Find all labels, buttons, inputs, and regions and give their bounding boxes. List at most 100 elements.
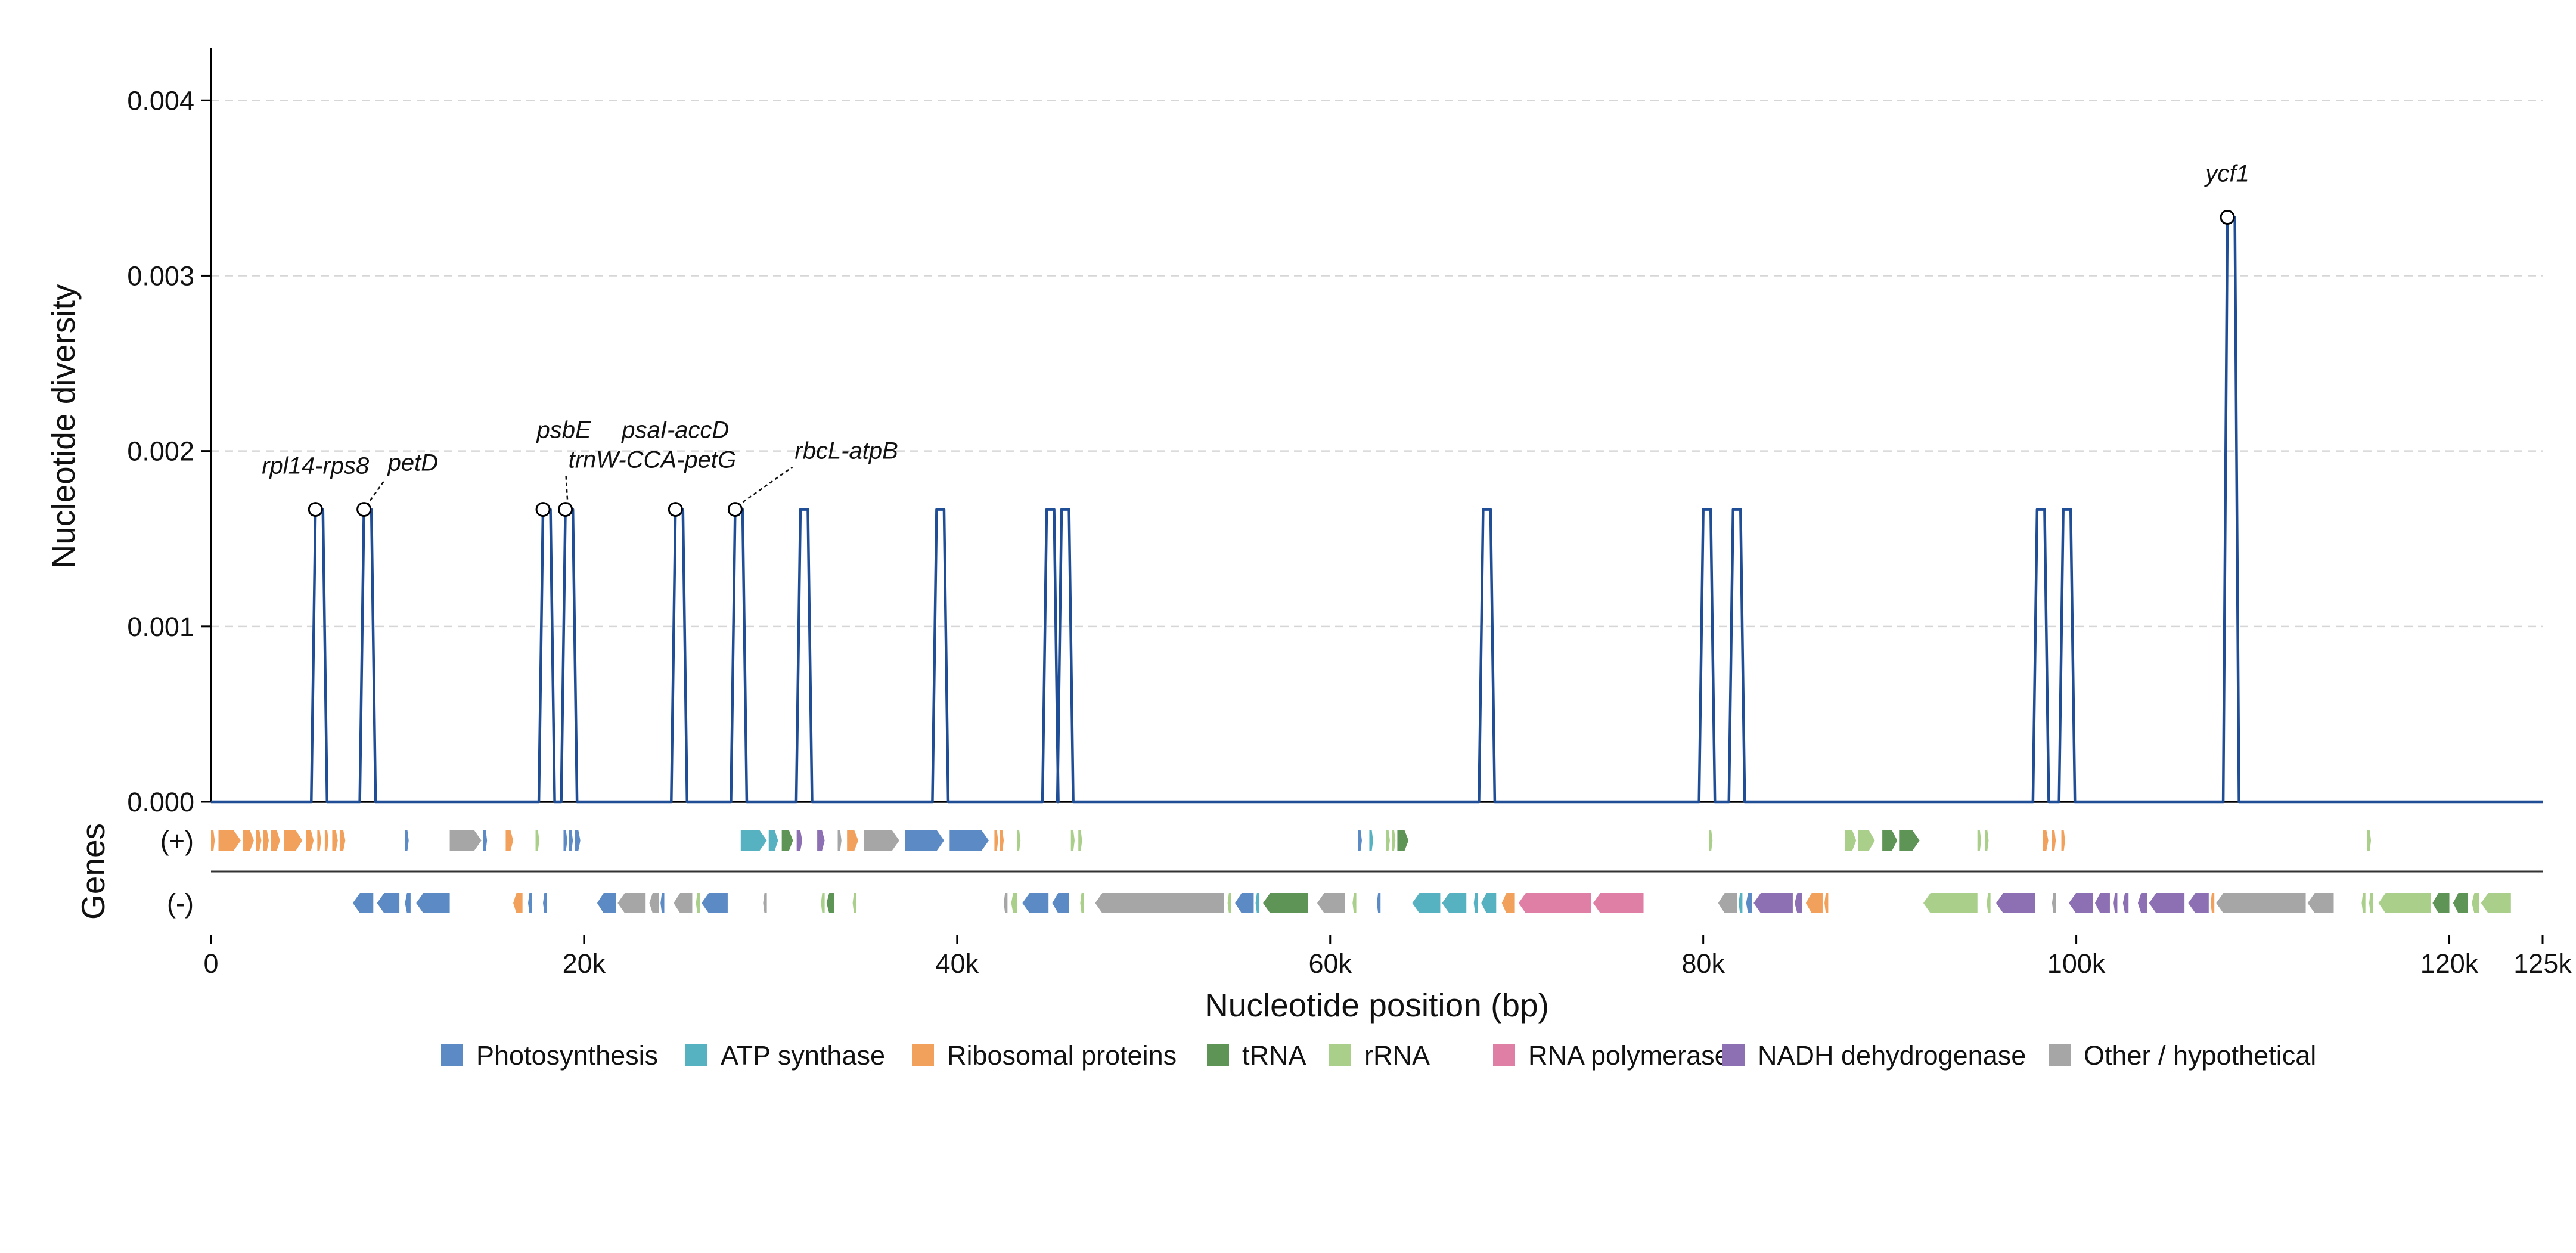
gene-minus — [1095, 893, 1224, 913]
gene-plus — [847, 830, 858, 851]
x-tick-label: 20k — [563, 948, 606, 979]
legend-swatch — [912, 1044, 934, 1066]
gene-plus — [1358, 830, 1362, 851]
peak-label: ycf1 — [2203, 160, 2249, 187]
gene-minus — [513, 893, 523, 913]
peak-marker — [356, 502, 372, 517]
legend-label: rRNA — [1364, 1040, 1430, 1071]
peak-marker — [558, 502, 573, 517]
gene-minus — [1473, 893, 1478, 913]
gene-minus — [1805, 893, 1823, 913]
gene-plus — [483, 830, 488, 851]
gene-plus — [740, 830, 767, 851]
peak-label: petD — [387, 450, 439, 476]
legend-swatch — [1329, 1044, 1351, 1066]
x-tick-label: 125k — [2513, 948, 2572, 979]
gene-plus — [575, 830, 581, 851]
legend-label: Other / hypothetical — [2084, 1040, 2316, 1071]
gene-plus — [306, 830, 314, 851]
peak-label: rbcL-atpB — [794, 438, 898, 464]
gene-minus — [377, 893, 400, 913]
gene-minus — [2307, 893, 2334, 913]
gene-minus — [852, 893, 856, 913]
gene-minus — [1022, 893, 1049, 913]
gene-minus — [1004, 893, 1008, 913]
gene-minus — [1746, 893, 1752, 913]
gene-minus — [1518, 893, 1591, 913]
gene-minus — [1753, 893, 1793, 913]
x-axis-title: Nucleotide position (bp) — [1205, 987, 1549, 1024]
gene-minus — [696, 893, 700, 913]
gene-plus — [1858, 830, 1875, 851]
gene-track-title: Genes — [75, 823, 111, 920]
legend-label: RNA polymerase — [1528, 1040, 1730, 1071]
x-tick-label: 120k — [2420, 948, 2479, 979]
gene-minus — [2188, 893, 2209, 913]
legend-swatch — [1207, 1044, 1229, 1066]
gene-minus — [528, 893, 532, 913]
gene-minus — [1795, 893, 1802, 913]
legend-swatch — [2049, 1044, 2071, 1066]
y-tick-label: 0.000 — [127, 787, 194, 817]
gene-minus — [1481, 893, 1497, 913]
y-axis-title: Nucleotide diversity — [45, 284, 82, 568]
gene-plus — [317, 830, 321, 851]
gene-plus — [569, 830, 573, 851]
gene-plus — [211, 830, 215, 851]
legend-label: Ribosomal proteins — [947, 1040, 1177, 1071]
gene-plus — [796, 830, 803, 851]
gene-minus — [543, 893, 547, 913]
gene-plus — [949, 830, 989, 851]
x-tick-label: 80k — [1681, 948, 1725, 979]
gene-minus — [1987, 893, 1991, 913]
gene-plus — [768, 830, 778, 851]
gene-minus — [1718, 893, 1737, 913]
gene-minus — [1255, 893, 1259, 913]
peak-label: psaI-accD — [621, 417, 729, 443]
gene-minus — [1923, 893, 1978, 913]
gene-plus — [271, 830, 280, 851]
gene-plus — [1977, 830, 1981, 851]
gene-minus — [660, 893, 665, 913]
strand-label: (-) — [167, 888, 194, 919]
peak-annotations: rpl14-rps8 petD psbE trnW-CCA-petG psaI-accD… — [262, 160, 2249, 517]
gene-minus — [1080, 893, 1084, 913]
y-tick-label: 0.001 — [127, 612, 194, 642]
gene-plus — [905, 830, 944, 851]
y-tick-label: 0.004 — [127, 85, 194, 116]
y-tick-label: 0.003 — [127, 260, 194, 291]
gridlines — [211, 100, 2543, 628]
gene-minus — [1317, 893, 1345, 913]
peak-marker — [727, 502, 743, 517]
gene-plus — [284, 830, 303, 851]
gene-plus — [1397, 830, 1409, 851]
strand-label: (+) — [160, 826, 194, 856]
gene-plus — [1078, 830, 1082, 851]
gene-minus — [763, 893, 767, 913]
gene-minus — [2122, 893, 2129, 913]
gene-minus — [2094, 893, 2110, 913]
gene-plus — [1709, 830, 1713, 851]
gene-minus — [1263, 893, 1308, 913]
gene-plus — [1899, 830, 1920, 851]
gene-plus — [324, 830, 329, 851]
gene-minus — [2472, 893, 2479, 913]
gene-minus — [617, 893, 646, 913]
y-tick-label: 0.002 — [127, 436, 194, 467]
gene-minus — [1996, 893, 2035, 913]
gene-plus — [505, 830, 513, 851]
peak-label: psbE — [536, 417, 591, 443]
gene-plus — [1369, 830, 1373, 851]
gene-minus — [1739, 893, 1743, 913]
gene-plus — [837, 830, 842, 851]
legend-label: tRNA — [1242, 1040, 1306, 1071]
gene-minus — [826, 893, 834, 913]
gene-plus — [1882, 830, 1898, 851]
gene-minus — [1593, 893, 1644, 913]
gene-minus — [2216, 893, 2306, 913]
legend-swatch — [685, 1044, 707, 1066]
axes: 0.000 0.001 0.002 0.003 0.004 0 20k 40k 60k 80k 10… — [127, 48, 2572, 979]
gene-plus — [2367, 830, 2372, 851]
gene-minus — [352, 893, 374, 913]
